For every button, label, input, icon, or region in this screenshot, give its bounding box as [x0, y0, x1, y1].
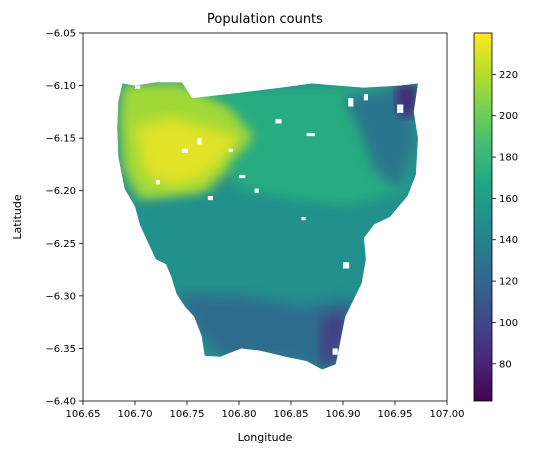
x-tick-2-label: 106.75: [170, 409, 205, 420]
x-axis-ticks: 106.65 106.70 106.75 106.80 106.85 106.90 106.…: [66, 401, 465, 420]
data-gap-10: [254, 188, 259, 193]
data-gap-6: [348, 98, 354, 107]
data-gap-14: [332, 348, 338, 355]
value-zones: [118, 82, 418, 370]
y-tick-3-label: −6.20: [45, 186, 76, 197]
x-tick-4-label: 106.85: [274, 409, 309, 420]
data-gap-8: [397, 104, 404, 113]
x-tick-0-label: 106.65: [66, 409, 101, 420]
y-tick-4-label: −6.25: [45, 239, 76, 250]
colorbar-tick-3-label: 140: [499, 235, 518, 246]
colorbar-tick-6-label: 200: [499, 111, 518, 122]
data-gaps: [135, 85, 404, 355]
value-zone-6: [320, 311, 349, 368]
data-gap-7: [363, 94, 368, 101]
y-tick-6-label: −6.35: [45, 344, 76, 355]
data-gap-0: [181, 148, 188, 153]
x-tick-3-label: 106.80: [222, 409, 257, 420]
y-tick-0-label: −6.05: [45, 29, 76, 40]
data-gap-4: [275, 119, 282, 124]
colorbar-ticks: 80 100 120 140 160 180 200 220: [492, 70, 518, 370]
x-axis-label: Longitude: [238, 431, 293, 444]
data-gap-3: [239, 174, 246, 179]
y-axis-label: Latitude: [11, 194, 24, 240]
data-gap-2: [228, 148, 233, 152]
y-axis-ticks: −6.05 −6.10 −6.15 −6.20 −6.25 −6.30 −6.35 −6.40: [45, 29, 83, 408]
data-gap-13: [353, 327, 358, 336]
y-tick-5-label: −6.30: [45, 291, 76, 302]
data-gap-15: [155, 180, 160, 185]
y-tick-7-label: −6.40: [45, 397, 76, 408]
x-tick-6-label: 106.95: [378, 409, 413, 420]
colorbar-tick-1-label: 100: [499, 318, 518, 329]
chart-title: Population counts: [207, 12, 323, 27]
colorbar-tick-5-label: 180: [499, 153, 518, 164]
data-gap-1: [197, 138, 202, 145]
value-zone-5: [176, 293, 356, 370]
data-gap-9: [207, 196, 213, 201]
x-tick-7-label: 107.00: [430, 409, 465, 420]
y-tick-2-label: −6.15: [45, 134, 76, 145]
x-tick-5-label: 106.90: [326, 409, 361, 420]
colorbar-tick-2-label: 120: [499, 277, 518, 288]
colorbar-gradient: [473, 32, 493, 402]
data-gap-16: [135, 85, 141, 89]
data-gap-11: [301, 217, 306, 221]
colorbar-tick-4-label: 160: [499, 194, 518, 205]
colorbar: 80 100 120 140 160 180 200 220: [473, 32, 518, 402]
x-tick-1-label: 106.70: [118, 409, 153, 420]
data-gap-5: [306, 132, 315, 137]
y-tick-1-label: −6.10: [45, 81, 76, 92]
data-gap-12: [343, 262, 350, 269]
colorbar-tick-7-label: 220: [499, 70, 518, 81]
colorbar-tick-0-label: 80: [499, 359, 512, 370]
plot-frame: [82, 32, 448, 402]
map-layer: [117, 82, 418, 370]
